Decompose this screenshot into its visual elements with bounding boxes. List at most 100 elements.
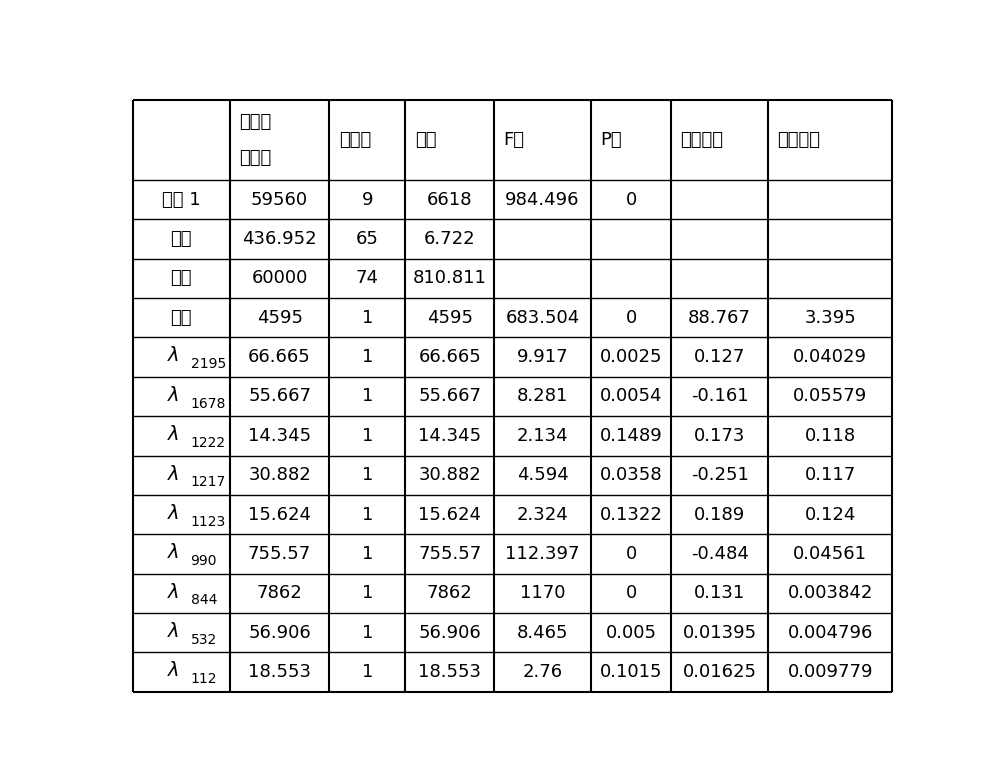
Text: 1: 1 — [362, 426, 373, 445]
Text: 自由度: 自由度 — [339, 131, 371, 149]
Text: 0.131: 0.131 — [694, 584, 745, 602]
Text: 截距: 截距 — [171, 309, 192, 327]
Text: 55.667: 55.667 — [418, 387, 481, 405]
Text: 6.722: 6.722 — [424, 230, 475, 248]
Text: 14.345: 14.345 — [418, 426, 481, 445]
Text: 18.553: 18.553 — [418, 663, 481, 681]
Text: 88.767: 88.767 — [688, 309, 751, 327]
Text: 1: 1 — [362, 663, 373, 681]
Text: 4595: 4595 — [257, 309, 303, 327]
Text: λ: λ — [168, 464, 179, 484]
Text: 0.005: 0.005 — [606, 624, 657, 641]
Text: 0.0054: 0.0054 — [600, 387, 662, 405]
Text: 755.57: 755.57 — [248, 545, 311, 563]
Text: 683.504: 683.504 — [505, 309, 580, 327]
Text: 0.05579: 0.05579 — [793, 387, 867, 405]
Text: 18.553: 18.553 — [248, 663, 311, 681]
Text: 9: 9 — [362, 191, 373, 209]
Text: -0.161: -0.161 — [691, 387, 748, 405]
Text: 4595: 4595 — [427, 309, 473, 327]
Text: λ: λ — [168, 386, 179, 405]
Text: 标准误差: 标准误差 — [777, 131, 820, 149]
Text: 0.0358: 0.0358 — [600, 466, 662, 485]
Text: 0.189: 0.189 — [694, 506, 745, 524]
Text: 0.118: 0.118 — [805, 426, 856, 445]
Text: 30.882: 30.882 — [248, 466, 311, 485]
Text: 0: 0 — [625, 309, 637, 327]
Text: 0.1322: 0.1322 — [600, 506, 663, 524]
Text: 436.952: 436.952 — [242, 230, 317, 248]
Text: 55.667: 55.667 — [248, 387, 311, 405]
Text: 1: 1 — [362, 545, 373, 563]
Text: 0: 0 — [625, 191, 637, 209]
Text: λ: λ — [168, 504, 179, 523]
Text: 66.665: 66.665 — [418, 348, 481, 366]
Text: 810.811: 810.811 — [413, 270, 487, 288]
Text: λ: λ — [168, 622, 179, 641]
Text: λ: λ — [168, 662, 179, 681]
Text: 15.624: 15.624 — [418, 506, 481, 524]
Text: 1: 1 — [362, 466, 373, 485]
Text: 2.134: 2.134 — [517, 426, 568, 445]
Text: 回归系数: 回归系数 — [680, 131, 723, 149]
Text: 2195: 2195 — [191, 358, 226, 371]
Text: 755.57: 755.57 — [418, 545, 481, 563]
Text: 1222: 1222 — [191, 436, 226, 450]
Text: 66.665: 66.665 — [248, 348, 311, 366]
Text: 离均差: 离均差 — [239, 114, 271, 132]
Text: 总和: 总和 — [171, 270, 192, 288]
Text: 990: 990 — [191, 554, 217, 568]
Text: 2.324: 2.324 — [517, 506, 568, 524]
Text: λ: λ — [168, 583, 179, 601]
Text: 平方和: 平方和 — [239, 149, 271, 167]
Text: 0.1489: 0.1489 — [600, 426, 662, 445]
Text: 1: 1 — [362, 309, 373, 327]
Text: 7862: 7862 — [257, 584, 302, 602]
Text: 0.1015: 0.1015 — [600, 663, 662, 681]
Text: 1: 1 — [362, 506, 373, 524]
Text: 1: 1 — [362, 387, 373, 405]
Text: 1: 1 — [362, 348, 373, 366]
Text: 1217: 1217 — [191, 475, 226, 489]
Text: λ: λ — [168, 543, 179, 562]
Text: 8.465: 8.465 — [517, 624, 568, 641]
Text: 984.496: 984.496 — [505, 191, 580, 209]
Text: P値: P値 — [600, 131, 622, 149]
Text: λ: λ — [168, 425, 179, 445]
Text: 0.117: 0.117 — [805, 466, 856, 485]
Text: 9.917: 9.917 — [517, 348, 568, 366]
Text: 2.76: 2.76 — [522, 663, 563, 681]
Text: 56.906: 56.906 — [248, 624, 311, 641]
Text: 0.04561: 0.04561 — [793, 545, 867, 563]
Text: 0.127: 0.127 — [694, 348, 745, 366]
Text: 7862: 7862 — [427, 584, 473, 602]
Text: 4.594: 4.594 — [517, 466, 568, 485]
Text: 0.004796: 0.004796 — [788, 624, 873, 641]
Text: 0.0025: 0.0025 — [600, 348, 662, 366]
Text: 0.04029: 0.04029 — [793, 348, 867, 366]
Text: 15.624: 15.624 — [248, 506, 311, 524]
Text: 1678: 1678 — [191, 397, 226, 411]
Text: -0.251: -0.251 — [691, 466, 749, 485]
Text: 74: 74 — [356, 270, 379, 288]
Text: 112: 112 — [191, 672, 217, 686]
Text: 56.906: 56.906 — [418, 624, 481, 641]
Text: 方差: 方差 — [415, 131, 436, 149]
Text: 0: 0 — [625, 545, 637, 563]
Text: 1170: 1170 — [520, 584, 565, 602]
Text: 14.345: 14.345 — [248, 426, 311, 445]
Text: 532: 532 — [191, 633, 217, 647]
Text: 3.395: 3.395 — [804, 309, 856, 327]
Text: 30.882: 30.882 — [418, 466, 481, 485]
Text: 1: 1 — [362, 624, 373, 641]
Text: 59560: 59560 — [251, 191, 308, 209]
Text: 0.009779: 0.009779 — [787, 663, 873, 681]
Text: 0.01395: 0.01395 — [683, 624, 757, 641]
Text: 8.281: 8.281 — [517, 387, 568, 405]
Text: 844: 844 — [191, 593, 217, 608]
Text: 112.397: 112.397 — [505, 545, 580, 563]
Text: -0.484: -0.484 — [691, 545, 749, 563]
Text: 模型 1: 模型 1 — [162, 191, 201, 209]
Text: 60000: 60000 — [251, 270, 308, 288]
Text: F値: F値 — [503, 131, 524, 149]
